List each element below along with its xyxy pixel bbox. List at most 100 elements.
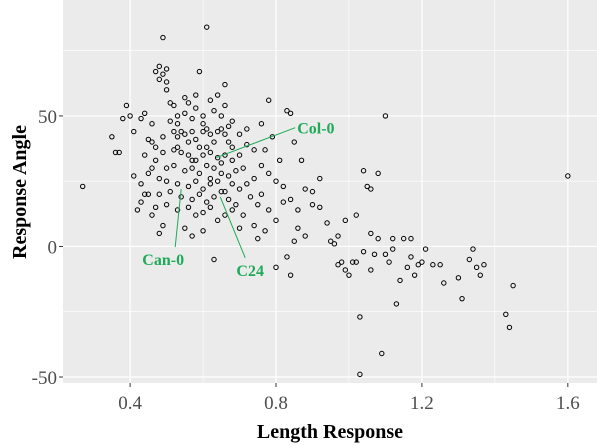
point (280, 183, 287, 190)
point (163, 165, 170, 171)
x-tick-label: 0.4 (118, 393, 142, 414)
point (193, 178, 199, 184)
point (477, 272, 483, 278)
point (138, 115, 144, 122)
point (189, 165, 195, 171)
annotation-line (216, 127, 296, 159)
point (225, 196, 232, 203)
point (331, 241, 338, 247)
point (145, 170, 152, 177)
point (353, 212, 359, 218)
point (247, 194, 254, 200)
point (236, 186, 243, 192)
point (204, 144, 210, 150)
point (163, 79, 170, 85)
point (309, 201, 316, 208)
point (353, 259, 359, 265)
y-tick-label: -50 (32, 368, 57, 389)
point (390, 235, 396, 242)
point (415, 262, 421, 268)
point (506, 324, 513, 331)
point (342, 217, 349, 224)
point (182, 168, 188, 174)
point (174, 207, 181, 213)
point (160, 71, 166, 77)
point (207, 204, 214, 210)
point (255, 235, 261, 242)
point (349, 259, 356, 265)
point (167, 188, 173, 195)
point (280, 199, 287, 205)
y-axis-title: Response Angle (9, 125, 31, 259)
point (214, 154, 221, 161)
point (131, 173, 137, 179)
point (211, 165, 217, 171)
point (200, 121, 206, 127)
point (149, 165, 155, 171)
annotation-label: C24 (236, 263, 264, 280)
point (441, 280, 447, 286)
panel (63, 0, 597, 383)
point (251, 147, 257, 153)
point (200, 228, 206, 234)
point (189, 128, 195, 135)
point (214, 217, 221, 224)
point (211, 139, 217, 145)
point (211, 256, 217, 263)
point (244, 181, 250, 187)
point (160, 149, 166, 156)
point (455, 275, 462, 281)
point (204, 162, 210, 169)
point (236, 152, 243, 158)
point (163, 87, 170, 93)
point (218, 126, 225, 132)
point (565, 173, 571, 179)
point (422, 246, 429, 252)
point (222, 102, 228, 109)
point (178, 149, 184, 156)
point (397, 277, 403, 284)
point (240, 212, 246, 218)
point (211, 107, 217, 114)
point (222, 81, 228, 88)
point (196, 68, 203, 75)
point (182, 225, 188, 231)
point (419, 259, 425, 265)
point (182, 94, 188, 101)
point (218, 113, 225, 119)
point (225, 123, 232, 130)
point (291, 139, 297, 145)
point (185, 152, 192, 158)
point (236, 131, 243, 137)
point (189, 196, 195, 203)
point (258, 162, 265, 169)
point (204, 199, 210, 205)
point (266, 170, 272, 177)
y-tick-label: 50 (38, 107, 57, 128)
point (214, 92, 221, 98)
x-tick-label: 1.6 (556, 393, 580, 414)
point (156, 76, 162, 83)
point (174, 181, 181, 187)
point (459, 295, 465, 302)
point (335, 233, 341, 239)
point (287, 272, 294, 278)
point (338, 259, 345, 265)
point (357, 314, 363, 320)
point (262, 228, 268, 234)
point (204, 24, 210, 30)
point (193, 212, 199, 218)
point (156, 191, 162, 197)
point (273, 264, 279, 271)
point (174, 113, 181, 119)
point (167, 100, 173, 106)
point (375, 235, 381, 242)
point (131, 128, 137, 135)
point (185, 139, 192, 145)
point (142, 152, 148, 158)
point (174, 121, 181, 127)
point (185, 183, 192, 190)
point (291, 238, 297, 244)
point (145, 191, 152, 197)
point (390, 246, 396, 252)
